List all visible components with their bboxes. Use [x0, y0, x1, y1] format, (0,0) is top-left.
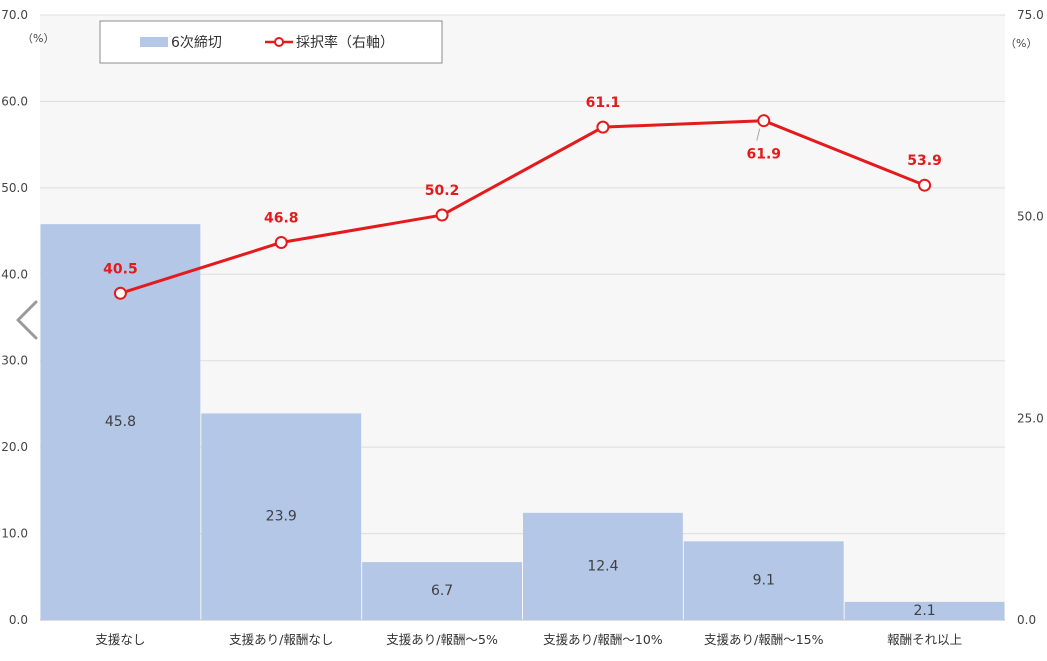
- bar: [523, 512, 683, 620]
- legend: 6次締切 採択率（右軸）: [99, 20, 443, 64]
- bar: [844, 601, 1005, 620]
- left-axis-tick-label: 70.0: [1, 8, 28, 22]
- right-axis-tick-label: 25.0: [1017, 411, 1044, 425]
- bar-data-label: 12.4: [587, 558, 618, 574]
- category-label: 支援あり/報酬～5%: [386, 632, 498, 647]
- line-series: 40.5 46.8 50.2 61.1 61.9 53.9: [103, 95, 942, 300]
- bar-data-label: 45.8: [105, 414, 136, 430]
- bar-series: 45.8 23.9 6.7 12.4 9.1 2.1: [40, 224, 1005, 620]
- bar: [201, 413, 362, 620]
- line-data-label: 46.8: [264, 210, 299, 226]
- left-axis-unit: （%）: [22, 32, 54, 45]
- line-data-label: 50.2: [425, 183, 460, 199]
- left-axis-tick-label: 10.0: [1, 527, 28, 541]
- line-data-label: 61.1: [586, 95, 621, 111]
- category-label: 支援あり/報酬なし: [229, 632, 333, 647]
- category-label: 支援あり/報酬～15%: [704, 632, 824, 647]
- left-axis-tick-label: 40.0: [1, 267, 28, 281]
- bar: [683, 541, 844, 620]
- legend-bar-label: 6次締切: [171, 34, 222, 51]
- legend-line-marker: [274, 37, 284, 47]
- plot-area: [40, 15, 1005, 620]
- line-data-label: 40.5: [103, 261, 138, 277]
- line-point: [435, 208, 449, 222]
- category-label: 支援あり/報酬～10%: [543, 632, 663, 647]
- gridlines: [40, 14, 1005, 621]
- category-label: 支援なし: [95, 632, 145, 647]
- chevron-left-icon: [15, 299, 39, 341]
- left-axis-tick-label: 0.0: [9, 613, 28, 627]
- line-point: [757, 114, 771, 128]
- left-axis-tick-label: 60.0: [1, 94, 28, 108]
- left-axis-tick-label: 50.0: [1, 181, 28, 195]
- x-axis: 支援なし 支援あり/報酬なし 支援あり/報酬～5% 支援あり/報酬～10% 支援あり/報…: [95, 632, 962, 647]
- legend-bar-swatch: [140, 37, 168, 47]
- line-path: [119, 119, 926, 295]
- line-point: [596, 120, 610, 134]
- line-point: [274, 235, 288, 249]
- right-axis-tick-label: 50.0: [1017, 210, 1044, 224]
- right-axis-tick-label: 0.0: [1017, 613, 1036, 627]
- category-label: 報酬それ以上: [887, 632, 962, 647]
- bar-data-label: 6.7: [431, 583, 453, 599]
- bar-data-label: 23.9: [266, 509, 297, 525]
- right-axis-unit: （%）: [1005, 37, 1037, 50]
- leader-line: [756, 128, 761, 141]
- bar: [362, 562, 522, 620]
- bar-data-label: 2.1: [913, 603, 935, 619]
- previous-slide-button[interactable]: [8, 296, 44, 344]
- line-point: [918, 178, 932, 192]
- left-axis-tick-label: 30.0: [1, 354, 28, 368]
- line-point: [113, 286, 127, 300]
- left-y-axis: 0.0 10.0 20.0 30.0 40.0 50.0 60.0 70.0: [1, 8, 28, 627]
- line-data-label: 61.9: [746, 147, 781, 163]
- bar-data-label: 9.1: [753, 573, 775, 589]
- line-data-label: 53.9: [907, 153, 942, 169]
- right-y-axis: 0.0 25.0 50.0 75.0: [1017, 8, 1044, 627]
- right-axis-tick-label: 75.0: [1017, 8, 1044, 22]
- legend-line-label: 採択率（右軸）: [296, 34, 394, 51]
- left-axis-tick-label: 20.0: [1, 440, 28, 454]
